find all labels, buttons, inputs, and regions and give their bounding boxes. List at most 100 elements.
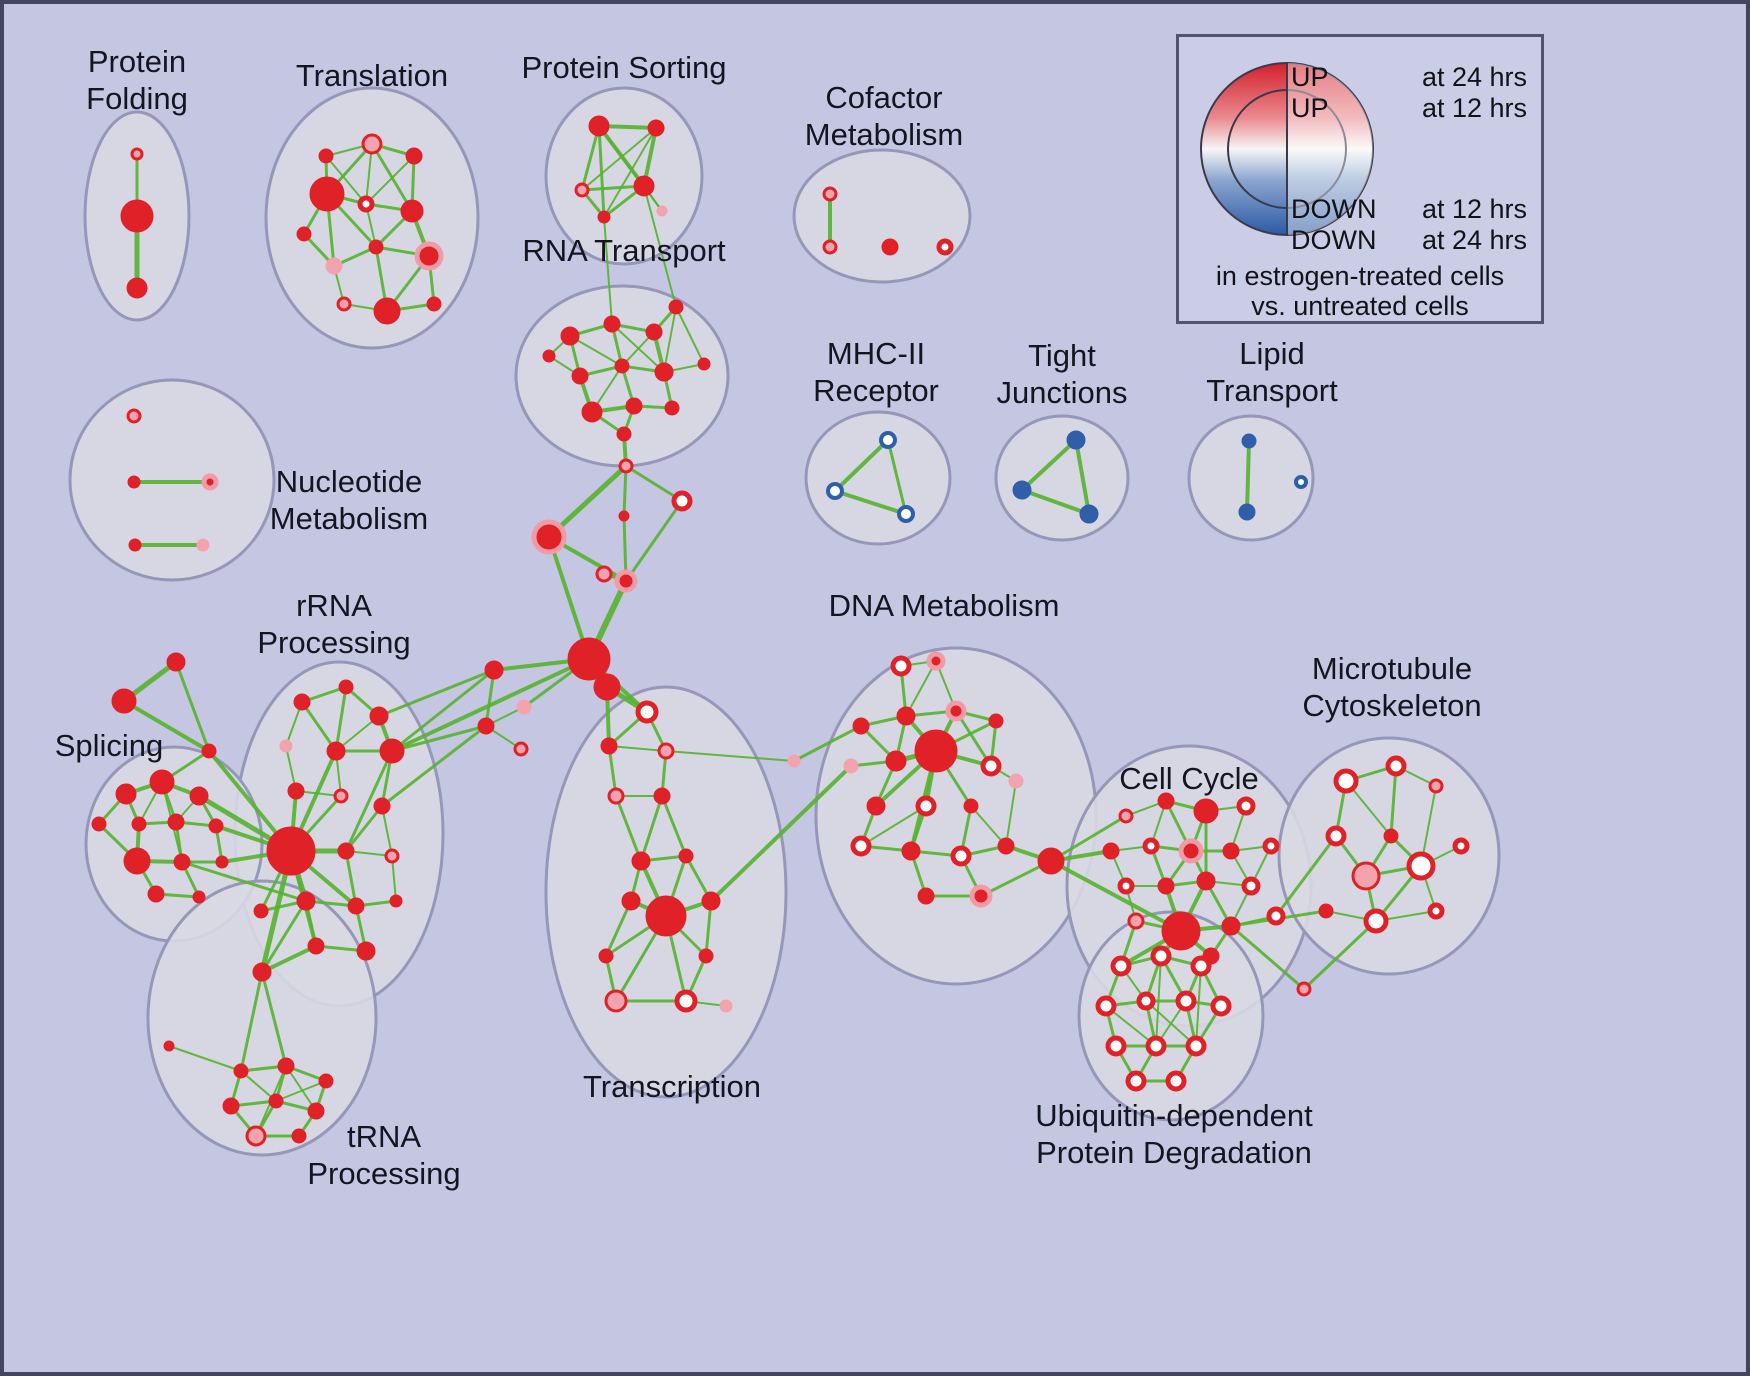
node-ub3[interactable] bbox=[1190, 955, 1212, 977]
node-tl2[interactable] bbox=[361, 133, 383, 155]
node-mc8[interactable] bbox=[1318, 903, 1334, 919]
node-lt1[interactable] bbox=[1241, 433, 1257, 449]
node-cc13[interactable] bbox=[1241, 876, 1261, 896]
node-cc9[interactable] bbox=[1262, 837, 1280, 855]
node-tx13[interactable] bbox=[604, 989, 628, 1013]
node-sp11[interactable] bbox=[192, 890, 206, 904]
node-rt12[interactable] bbox=[697, 357, 711, 371]
node-cm2[interactable] bbox=[822, 239, 838, 255]
node-ub7[interactable] bbox=[1210, 995, 1232, 1017]
node-hub2[interactable] bbox=[593, 673, 621, 701]
node-ub5[interactable] bbox=[1136, 991, 1156, 1011]
node-dm7[interactable] bbox=[843, 758, 859, 774]
node-tl7[interactable] bbox=[325, 257, 343, 275]
node-ps1[interactable] bbox=[588, 115, 610, 137]
node-dm4[interactable] bbox=[896, 706, 916, 726]
node-sp9[interactable] bbox=[215, 855, 229, 869]
node-h5[interactable] bbox=[595, 565, 613, 583]
node-tr6[interactable] bbox=[222, 1097, 240, 1115]
node-ub12[interactable] bbox=[1165, 1070, 1187, 1092]
node-mc4[interactable] bbox=[1325, 825, 1347, 847]
node-ub10[interactable] bbox=[1185, 1035, 1207, 1057]
node-mc3[interactable] bbox=[1428, 778, 1444, 794]
node-dm2[interactable] bbox=[926, 651, 946, 671]
node-rr6[interactable] bbox=[379, 738, 405, 764]
node-h6[interactable] bbox=[614, 569, 638, 593]
node-tx7[interactable] bbox=[678, 848, 694, 864]
node-h4[interactable] bbox=[618, 510, 630, 522]
node-mc10[interactable] bbox=[1427, 902, 1445, 920]
node-sp2[interactable] bbox=[149, 769, 175, 795]
node-mcx[interactable] bbox=[1296, 981, 1312, 997]
node-cc1[interactable] bbox=[1118, 808, 1134, 824]
node-rr7[interactable] bbox=[287, 782, 305, 800]
node-dm14[interactable] bbox=[1008, 773, 1024, 789]
node-nm4[interactable] bbox=[128, 538, 142, 552]
node-cc2[interactable] bbox=[1157, 792, 1175, 810]
node-tj3[interactable] bbox=[1079, 504, 1099, 524]
node-ub9[interactable] bbox=[1145, 1035, 1167, 1057]
node-mc6[interactable] bbox=[1351, 861, 1381, 891]
node-pf3[interactable] bbox=[126, 277, 148, 299]
node-pf2[interactable] bbox=[120, 199, 154, 233]
node-cc10[interactable] bbox=[1117, 877, 1135, 895]
node-lt2[interactable] bbox=[1238, 503, 1256, 521]
node-rr4[interactable] bbox=[279, 739, 293, 753]
node-dm3[interactable] bbox=[852, 717, 870, 735]
node-ub11[interactable] bbox=[1125, 1070, 1147, 1092]
node-dm1[interactable] bbox=[890, 655, 912, 677]
node-dm19[interactable] bbox=[917, 887, 935, 905]
node-dm9[interactable] bbox=[914, 729, 958, 773]
node-sp12[interactable] bbox=[91, 816, 107, 832]
node-cc4[interactable] bbox=[1236, 796, 1256, 816]
node-cc16[interactable] bbox=[1127, 912, 1145, 930]
node-dm6[interactable] bbox=[988, 713, 1004, 729]
node-tr9[interactable] bbox=[245, 1125, 267, 1147]
node-cc17[interactable] bbox=[1266, 906, 1286, 926]
node-rt13[interactable] bbox=[616, 426, 632, 442]
node-mh1[interactable] bbox=[879, 431, 897, 449]
node-rt8[interactable] bbox=[581, 401, 603, 423]
node-tl12[interactable] bbox=[336, 296, 352, 312]
node-rt10[interactable] bbox=[664, 400, 680, 416]
node-tx3[interactable] bbox=[657, 742, 675, 760]
node-tr8[interactable] bbox=[307, 1102, 325, 1120]
node-sp4[interactable] bbox=[131, 816, 147, 832]
node-dm18[interactable] bbox=[997, 837, 1015, 855]
node-cc11[interactable] bbox=[1157, 877, 1175, 895]
node-mh3[interactable] bbox=[897, 505, 915, 523]
node-tx10[interactable] bbox=[701, 891, 721, 911]
node-tl4[interactable] bbox=[318, 148, 334, 164]
node-hub[interactable] bbox=[567, 637, 611, 681]
node-sp7[interactable] bbox=[123, 847, 151, 875]
node-dm11[interactable] bbox=[866, 796, 886, 816]
node-c4[interactable] bbox=[513, 741, 529, 757]
node-rr5[interactable] bbox=[326, 741, 346, 761]
node-mc9[interactable] bbox=[1363, 908, 1389, 934]
node-tx5[interactable] bbox=[653, 787, 671, 805]
node-h2[interactable] bbox=[671, 490, 693, 512]
node-rr18[interactable] bbox=[253, 903, 269, 919]
node-cc15[interactable] bbox=[1221, 916, 1241, 936]
node-tx1[interactable] bbox=[635, 700, 659, 724]
node-rt7[interactable] bbox=[654, 362, 674, 382]
node-sp8[interactable] bbox=[173, 853, 191, 871]
node-ps4[interactable] bbox=[633, 175, 655, 197]
node-tl10[interactable] bbox=[373, 297, 401, 325]
node-tx11[interactable] bbox=[598, 948, 614, 964]
node-sg3[interactable] bbox=[201, 743, 217, 759]
node-tr4[interactable] bbox=[277, 1057, 295, 1075]
node-rt5[interactable] bbox=[571, 367, 589, 385]
node-rt2[interactable] bbox=[603, 315, 621, 333]
node-ub6[interactable] bbox=[1175, 990, 1197, 1012]
node-sp6[interactable] bbox=[208, 818, 224, 834]
node-ps5[interactable] bbox=[597, 210, 611, 224]
node-tl13[interactable] bbox=[296, 226, 312, 242]
node-tr3[interactable] bbox=[233, 1063, 249, 1079]
node-rr3[interactable] bbox=[369, 706, 389, 726]
node-rt1[interactable] bbox=[560, 326, 580, 346]
node-sp3[interactable] bbox=[189, 786, 209, 806]
node-sp5[interactable] bbox=[167, 813, 185, 831]
node-dm13[interactable] bbox=[963, 798, 979, 814]
node-cc6[interactable] bbox=[1142, 837, 1160, 855]
